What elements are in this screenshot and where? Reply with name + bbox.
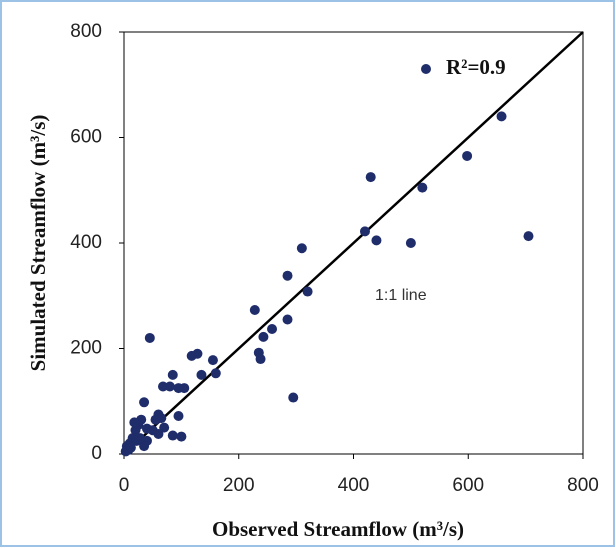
- point: [365, 172, 376, 183]
- y-tick-label: 600: [70, 127, 102, 148]
- point: [405, 238, 416, 248]
- x-tick-label: 400: [338, 475, 370, 496]
- x-tick-label: 800: [567, 475, 599, 496]
- reference-line: [123, 31, 584, 455]
- point: [282, 270, 293, 281]
- point: [255, 354, 266, 365]
- point: [417, 182, 428, 193]
- point: [147, 425, 158, 436]
- point: [139, 441, 150, 452]
- point: [130, 425, 141, 436]
- y-tick-label: 0: [91, 443, 102, 464]
- point: [196, 369, 207, 380]
- x-tick-label: 600: [452, 475, 484, 496]
- y-tick-label: 200: [70, 338, 102, 359]
- point: [371, 235, 382, 246]
- point: [282, 314, 293, 325]
- point: [139, 397, 150, 408]
- x-tick-label: 200: [223, 475, 255, 496]
- point: [258, 331, 269, 342]
- point: [159, 422, 170, 433]
- point: [296, 243, 307, 254]
- point: [210, 368, 221, 379]
- legend-marker: [421, 64, 431, 74]
- point: [167, 369, 178, 380]
- x-tick-label: 0: [119, 475, 130, 496]
- point: [125, 442, 136, 453]
- point: [462, 150, 473, 161]
- y-tick-label: 400: [70, 232, 102, 253]
- y-tick-label: 800: [70, 21, 102, 42]
- point: [288, 392, 299, 403]
- point: [129, 417, 140, 428]
- point: [164, 381, 175, 392]
- point: [207, 355, 218, 366]
- reference-line-label: 1:1 line: [375, 287, 427, 304]
- point: [249, 304, 260, 315]
- point: [150, 414, 161, 425]
- point: [173, 411, 184, 422]
- point: [158, 381, 169, 392]
- legend-label: R²=0.9: [446, 55, 506, 79]
- point: [267, 323, 278, 334]
- point: [173, 383, 184, 394]
- point: [186, 350, 197, 361]
- point: [359, 226, 370, 237]
- point: [496, 111, 507, 122]
- point: [167, 430, 178, 441]
- point: [176, 431, 187, 442]
- point: [135, 433, 146, 444]
- point: [302, 286, 313, 297]
- y-axis-title: Simulated Streamflow (m³/s): [26, 115, 50, 372]
- point: [144, 332, 155, 343]
- point: [523, 231, 534, 242]
- x-axis-title: Observed Streamflow (m³/s): [212, 517, 464, 541]
